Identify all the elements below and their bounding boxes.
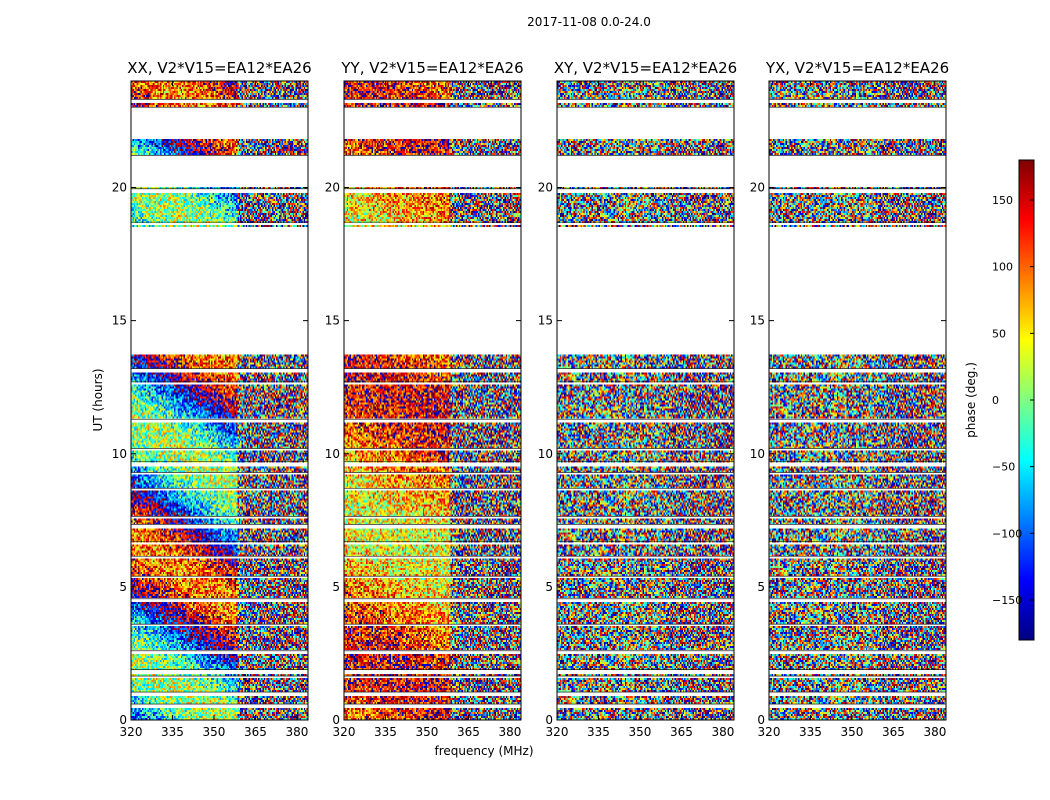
y-tick-label: 20: [112, 181, 127, 195]
panel-frame: [130, 80, 309, 721]
x-tick-label: 335: [587, 725, 610, 739]
x-tick-label: 335: [374, 725, 397, 739]
panel-title: YY, V2*V15=EA12*EA26: [340, 59, 523, 77]
colorbar-tick-label: −150: [992, 594, 1022, 607]
y-tick-label: 10: [750, 447, 765, 461]
x-tick-label: 365: [882, 725, 905, 739]
colorbar-tick-label: 50: [992, 327, 1006, 340]
x-tick-label: 320: [120, 725, 143, 739]
y-tick-label: 5: [119, 580, 127, 594]
y-tick-label: 0: [757, 713, 765, 727]
panel-frame: [768, 80, 947, 721]
x-tick-label: 350: [629, 725, 652, 739]
colorbar-tick-label: −50: [992, 461, 1015, 474]
y-tick-label: 20: [538, 181, 553, 195]
waterfall-image: [344, 81, 521, 720]
x-tick-label: 380: [498, 725, 521, 739]
y-tick-label: 5: [757, 580, 765, 594]
y-tick-label: 5: [545, 580, 553, 594]
colorbar-tick-label: 150: [992, 194, 1013, 207]
y-tick-label: 15: [750, 314, 765, 328]
y-tick-label: 15: [538, 314, 553, 328]
panel-xy: XY, V2*V15=EA12*EA26 320 335 350 365 380 0 5 10 1…: [538, 59, 737, 739]
figure-suptitle: 2017-11-08 0.0-24.0: [527, 15, 651, 29]
y-tick-label: 10: [325, 447, 340, 461]
x-tick-label: 365: [670, 725, 693, 739]
colorbar-label: phase (deg.): [964, 362, 978, 438]
x-tick-label: 380: [923, 725, 946, 739]
panel-frame: [556, 80, 735, 721]
x-tick-label: 380: [711, 725, 734, 739]
x-tick-label: 350: [416, 725, 439, 739]
panels-group: XX, V2*V15=EA12*EA26 320 335 350 365 380 0 5 10 1…: [112, 59, 949, 739]
x-tick-label: 320: [758, 725, 781, 739]
colorbar-tick-label: 100: [992, 261, 1013, 274]
y-tick-label: 20: [750, 181, 765, 195]
panel-title: XY, V2*V15=EA12*EA26: [554, 59, 737, 77]
x-tick-label: 320: [546, 725, 569, 739]
y-tick-label: 10: [538, 447, 553, 461]
colorbar: −150 −100 −50 0 50 100 150 phase (deg.): [964, 159, 1035, 641]
x-tick-label: 320: [333, 725, 356, 739]
waterfall-image: [769, 81, 946, 720]
waterfall-image: [131, 81, 308, 720]
y-tick-label: 15: [325, 314, 340, 328]
panel-title: YX, V2*V15=EA12*EA26: [765, 59, 949, 77]
panel-title: XX, V2*V15=EA12*EA26: [127, 59, 311, 77]
y-tick-label: 20: [325, 181, 340, 195]
y-tick-label: 0: [119, 713, 127, 727]
panel-frame: [343, 80, 522, 721]
y-tick-label: 0: [545, 713, 553, 727]
y-tick-label: 15: [112, 314, 127, 328]
colorbar-tick-label: 0: [992, 394, 999, 407]
colorbar-tick-label: −100: [992, 527, 1022, 540]
x-tick-label: 350: [203, 725, 226, 739]
y-axis-label: UT (hours): [91, 368, 105, 431]
y-tick-label: 5: [332, 580, 340, 594]
waterfall-image: [557, 81, 734, 720]
panel-yy: YY, V2*V15=EA12*EA26 320 335 350 365 380 0 5 10 1…: [325, 59, 524, 739]
y-tick-label: 10: [112, 447, 127, 461]
x-tick-label: 365: [244, 725, 267, 739]
x-tick-label: 335: [799, 725, 822, 739]
y-tick-label: 0: [332, 713, 340, 727]
x-axis-label: frequency (MHz): [434, 744, 533, 758]
x-tick-label: 350: [841, 725, 864, 739]
x-tick-label: 365: [457, 725, 480, 739]
colorbar-ticks: −150 −100 −50 0 50 100 150: [992, 194, 1034, 607]
panel-yx: YX, V2*V15=EA12*EA26 320 335 350 365 380 0 5 10 1…: [750, 59, 949, 739]
x-tick-label: 335: [161, 725, 184, 739]
x-tick-label: 380: [285, 725, 308, 739]
panel-xx: XX, V2*V15=EA12*EA26 320 335 350 365 380 0 5 10 1…: [112, 59, 312, 739]
